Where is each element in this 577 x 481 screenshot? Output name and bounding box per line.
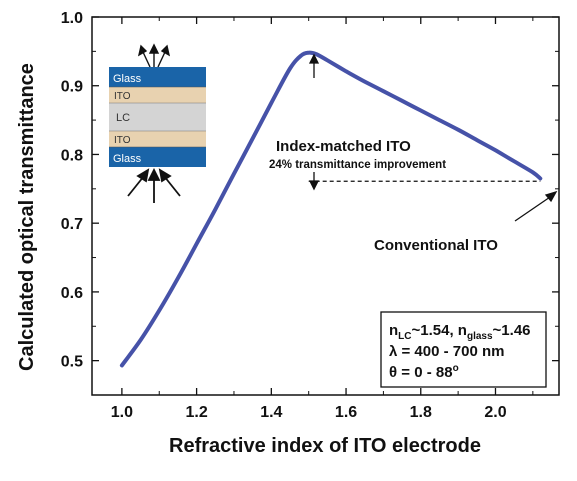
info-line-3: θ = 0 - 88o: [389, 363, 459, 381]
layer-label-ito-top: ITO: [114, 91, 131, 102]
layer-label-glass-bottom: Glass: [113, 153, 142, 165]
x-tick-label: 1.8: [410, 404, 432, 421]
parameter-box: nLC~1.54, nglass~1.46 λ = 400 - 700 nm θ…: [380, 311, 547, 388]
y-tick-label: 0.8: [61, 147, 83, 164]
index-matched-label: Index-matched ITO: [276, 138, 411, 155]
device-stack-inset: Glass ITO LC ITO Glass: [109, 43, 206, 203]
ito-layer-bottom: [109, 131, 206, 147]
y-axis-title: Calculated optical transmittance: [16, 63, 38, 371]
transmittance-curve: [119, 50, 543, 368]
glass-layer-top: [109, 67, 206, 87]
layer-label-ito-bottom: ITO: [114, 135, 131, 146]
x-tick-label: 1.0: [111, 404, 133, 421]
y-tick-label: 0.5: [61, 354, 83, 371]
conventional-arrow: [514, 190, 558, 222]
conventional-label: Conventional ITO: [374, 237, 498, 254]
index-matched-arrow: [308, 172, 320, 191]
incoming-light-arrows: [127, 167, 181, 203]
info-line-1: nLC~1.54, nglass~1.46: [389, 322, 531, 342]
plot-frame: [91, 16, 560, 396]
y-tick-label: 0.6: [61, 285, 83, 302]
y-tick-label: 0.7: [61, 216, 83, 233]
x-tick-label: 1.4: [260, 404, 282, 421]
glass-layer-bottom: [109, 147, 206, 167]
ito-layer-top: [109, 87, 206, 103]
x-tick-label: 2.0: [484, 404, 506, 421]
axis-ticks: 1.0 1.2 1.4 1.6 1.8 2.0 0.5 0.6 0.7 0.8 0.9 1.0: [61, 10, 559, 421]
x-axis-title: Refractive index of ITO electrode: [169, 435, 481, 457]
layer-label-glass-top: Glass: [113, 73, 142, 85]
y-tick-label: 1.0: [61, 10, 83, 27]
lc-layer: [109, 103, 206, 131]
layer-label-lc: LC: [116, 112, 130, 124]
y-tick-label: 0.9: [61, 79, 83, 96]
improvement-label: 24% transmittance improvement: [269, 159, 446, 171]
peak-arrow: [308, 53, 320, 78]
x-tick-label: 1.6: [335, 404, 357, 421]
outgoing-light-arrows: [137, 43, 171, 68]
info-line-2: λ = 400 - 700 nm: [389, 343, 505, 360]
x-tick-label: 1.2: [185, 404, 207, 421]
